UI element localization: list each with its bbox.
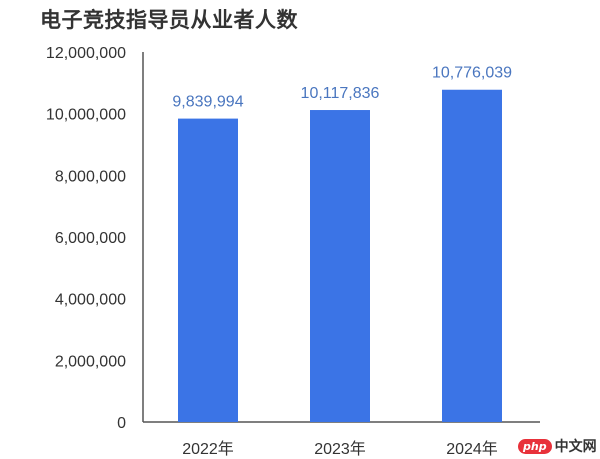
data-label: 10,776,039 [432, 65, 512, 82]
y-tick-label: 8,000,000 [55, 168, 126, 185]
y-tick-label: 10,000,000 [46, 107, 126, 124]
y-tick-label: 2,000,000 [55, 353, 126, 370]
y-tick-label: 0 [117, 415, 126, 432]
bar-2 [310, 110, 370, 422]
data-label: 9,839,994 [172, 94, 243, 111]
chart-title: 电子竞技指导员从业者人数 [40, 8, 298, 32]
y-tick-label: 4,000,000 [55, 292, 126, 309]
y-tick-label: 6,000,000 [55, 230, 126, 247]
bar-3 [442, 89, 502, 422]
data-label: 10,117,836 [301, 85, 380, 102]
x-tick-label: 2024年 [446, 440, 498, 458]
y-tick-label: 12,000,000 [46, 45, 126, 62]
x-tick-label: 2022年 [182, 440, 234, 458]
x-tick-label: 2023年 [314, 440, 366, 458]
watermark-php: php [518, 438, 552, 454]
bar-1 [178, 118, 238, 422]
watermark-text: 中文网 [554, 439, 597, 455]
watermark-logo: php 中文网 [518, 436, 597, 456]
